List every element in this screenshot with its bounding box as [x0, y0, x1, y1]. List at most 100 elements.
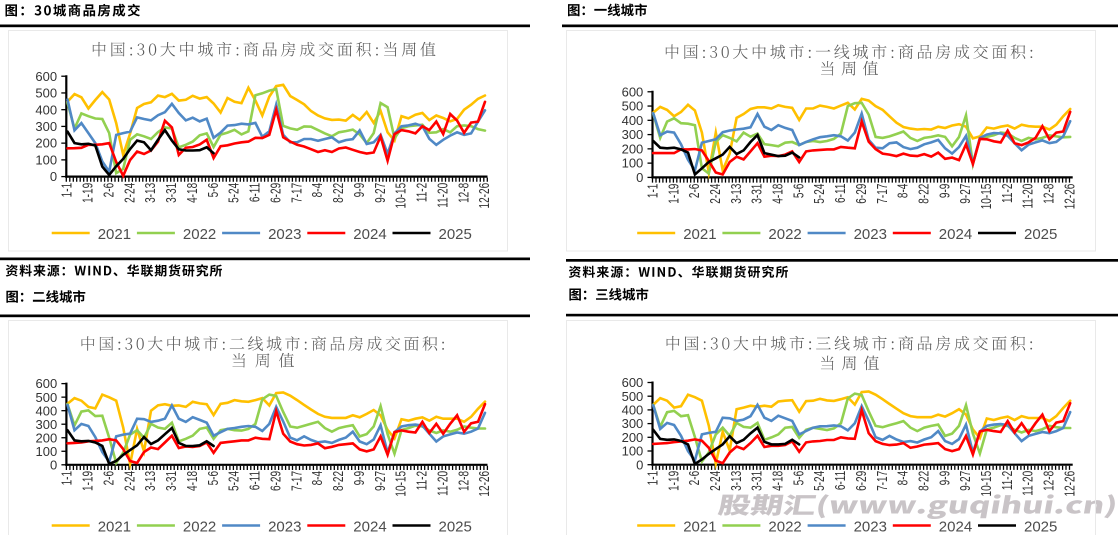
svg-text:2024: 2024 — [939, 226, 972, 243]
svg-text:11-20: 11-20 — [1019, 184, 1037, 209]
svg-text:8-22: 8-22 — [329, 183, 347, 203]
svg-text:12-26: 12-26 — [1060, 471, 1078, 497]
svg-text:2-6: 2-6 — [99, 183, 117, 198]
svg-text:8-22: 8-22 — [329, 471, 347, 491]
svg-text:6-11: 6-11 — [245, 471, 263, 490]
svg-text:0: 0 — [636, 170, 643, 185]
svg-text:1-19: 1-19 — [78, 471, 96, 491]
svg-text:11-2: 11-2 — [412, 471, 430, 490]
svg-text:300: 300 — [622, 127, 644, 142]
svg-text:9-27: 9-27 — [371, 183, 389, 203]
svg-text:200: 200 — [35, 430, 57, 445]
svg-text:5-6: 5-6 — [204, 183, 222, 198]
svg-text:1-19: 1-19 — [664, 184, 682, 204]
svg-text:7-17: 7-17 — [287, 471, 305, 491]
svg-text:6-29: 6-29 — [852, 184, 870, 204]
svg-text:1-19: 1-19 — [664, 471, 682, 491]
svg-text:9-27: 9-27 — [371, 471, 389, 491]
svg-text:600: 600 — [35, 69, 57, 84]
svg-text:2022: 2022 — [183, 226, 216, 243]
svg-text:10-15: 10-15 — [392, 471, 410, 497]
svg-text:300: 300 — [35, 417, 57, 432]
svg-text:11-2: 11-2 — [412, 183, 430, 202]
svg-text:100: 100 — [622, 156, 644, 171]
svg-text:1-1: 1-1 — [643, 471, 661, 486]
svg-text:2025: 2025 — [1024, 226, 1057, 243]
svg-text:1-1: 1-1 — [643, 184, 661, 199]
svg-text:2023: 2023 — [854, 518, 887, 535]
svg-text:5-24: 5-24 — [225, 471, 243, 491]
svg-text:300: 300 — [35, 119, 57, 134]
svg-text:7-17: 7-17 — [287, 183, 305, 203]
svg-text:12-8: 12-8 — [1039, 471, 1057, 491]
svg-text:11-2: 11-2 — [998, 471, 1016, 490]
svg-text:9-9: 9-9 — [935, 184, 953, 199]
svg-text:6-29: 6-29 — [266, 183, 284, 203]
svg-text:2021: 2021 — [98, 226, 131, 243]
svg-text:11-2: 11-2 — [998, 184, 1016, 203]
svg-text:8-22: 8-22 — [914, 471, 932, 491]
svg-text:2023: 2023 — [268, 226, 301, 243]
svg-text:9-9: 9-9 — [350, 471, 368, 486]
svg-text:4-18: 4-18 — [768, 184, 786, 204]
svg-text:7-17: 7-17 — [873, 184, 891, 204]
svg-text:2025: 2025 — [1024, 518, 1057, 535]
svg-text:2024: 2024 — [353, 226, 386, 243]
svg-text:0: 0 — [636, 457, 643, 472]
svg-text:10-15: 10-15 — [977, 471, 995, 497]
svg-text:100: 100 — [622, 444, 644, 459]
svg-text:5-24: 5-24 — [810, 471, 828, 491]
svg-text:12-8: 12-8 — [454, 183, 472, 203]
svg-text:400: 400 — [622, 403, 644, 418]
svg-text:6-11: 6-11 — [831, 184, 849, 203]
svg-text:400: 400 — [622, 113, 644, 128]
svg-text:2024: 2024 — [939, 518, 972, 535]
svg-text:10-15: 10-15 — [392, 183, 410, 209]
svg-text:2021: 2021 — [98, 518, 131, 535]
svg-text:600: 600 — [622, 375, 644, 390]
svg-text:12-8: 12-8 — [1039, 184, 1057, 204]
svg-text:600: 600 — [35, 376, 57, 391]
svg-text:10-15: 10-15 — [977, 184, 995, 210]
svg-text:2022: 2022 — [768, 226, 801, 243]
svg-text:3-31: 3-31 — [162, 471, 180, 491]
svg-text:9-27: 9-27 — [956, 184, 974, 204]
svg-text:300: 300 — [622, 416, 644, 431]
svg-text:12-26: 12-26 — [475, 471, 493, 497]
svg-text:8-4: 8-4 — [308, 471, 326, 486]
svg-text:12-8: 12-8 — [454, 471, 472, 491]
svg-text:5-6: 5-6 — [204, 471, 222, 486]
svg-text:1-1: 1-1 — [58, 471, 76, 486]
svg-text:2025: 2025 — [439, 518, 472, 535]
svg-text:9-9: 9-9 — [350, 183, 368, 198]
svg-text:8-22: 8-22 — [914, 184, 932, 204]
svg-text:2-24: 2-24 — [120, 183, 138, 203]
svg-text:3-31: 3-31 — [748, 184, 766, 204]
svg-text:4-18: 4-18 — [768, 471, 786, 491]
svg-text:11-20: 11-20 — [433, 183, 451, 208]
svg-text:4-18: 4-18 — [183, 471, 201, 491]
svg-text:3-13: 3-13 — [727, 184, 745, 204]
svg-text:0: 0 — [50, 457, 57, 472]
svg-text:500: 500 — [35, 390, 57, 405]
svg-text:2023: 2023 — [268, 518, 301, 535]
svg-text:200: 200 — [35, 136, 57, 151]
svg-text:2022: 2022 — [768, 518, 801, 535]
svg-text:2025: 2025 — [439, 226, 472, 243]
svg-text:5-6: 5-6 — [789, 471, 807, 486]
svg-text:500: 500 — [35, 86, 57, 101]
svg-text:100: 100 — [35, 444, 57, 459]
svg-text:600: 600 — [622, 84, 644, 99]
svg-text:5-24: 5-24 — [810, 184, 828, 204]
svg-text:400: 400 — [35, 102, 57, 117]
svg-text:1-1: 1-1 — [58, 183, 76, 198]
svg-text:2-24: 2-24 — [706, 184, 724, 204]
svg-text:1-19: 1-19 — [78, 183, 96, 203]
svg-text:11-20: 11-20 — [1019, 471, 1037, 496]
svg-text:3-13: 3-13 — [141, 471, 159, 491]
svg-text:8-4: 8-4 — [308, 183, 326, 198]
svg-text:100: 100 — [35, 152, 57, 167]
svg-text:6-11: 6-11 — [831, 471, 849, 490]
svg-text:2-6: 2-6 — [685, 471, 703, 486]
svg-text:2024: 2024 — [353, 518, 386, 535]
